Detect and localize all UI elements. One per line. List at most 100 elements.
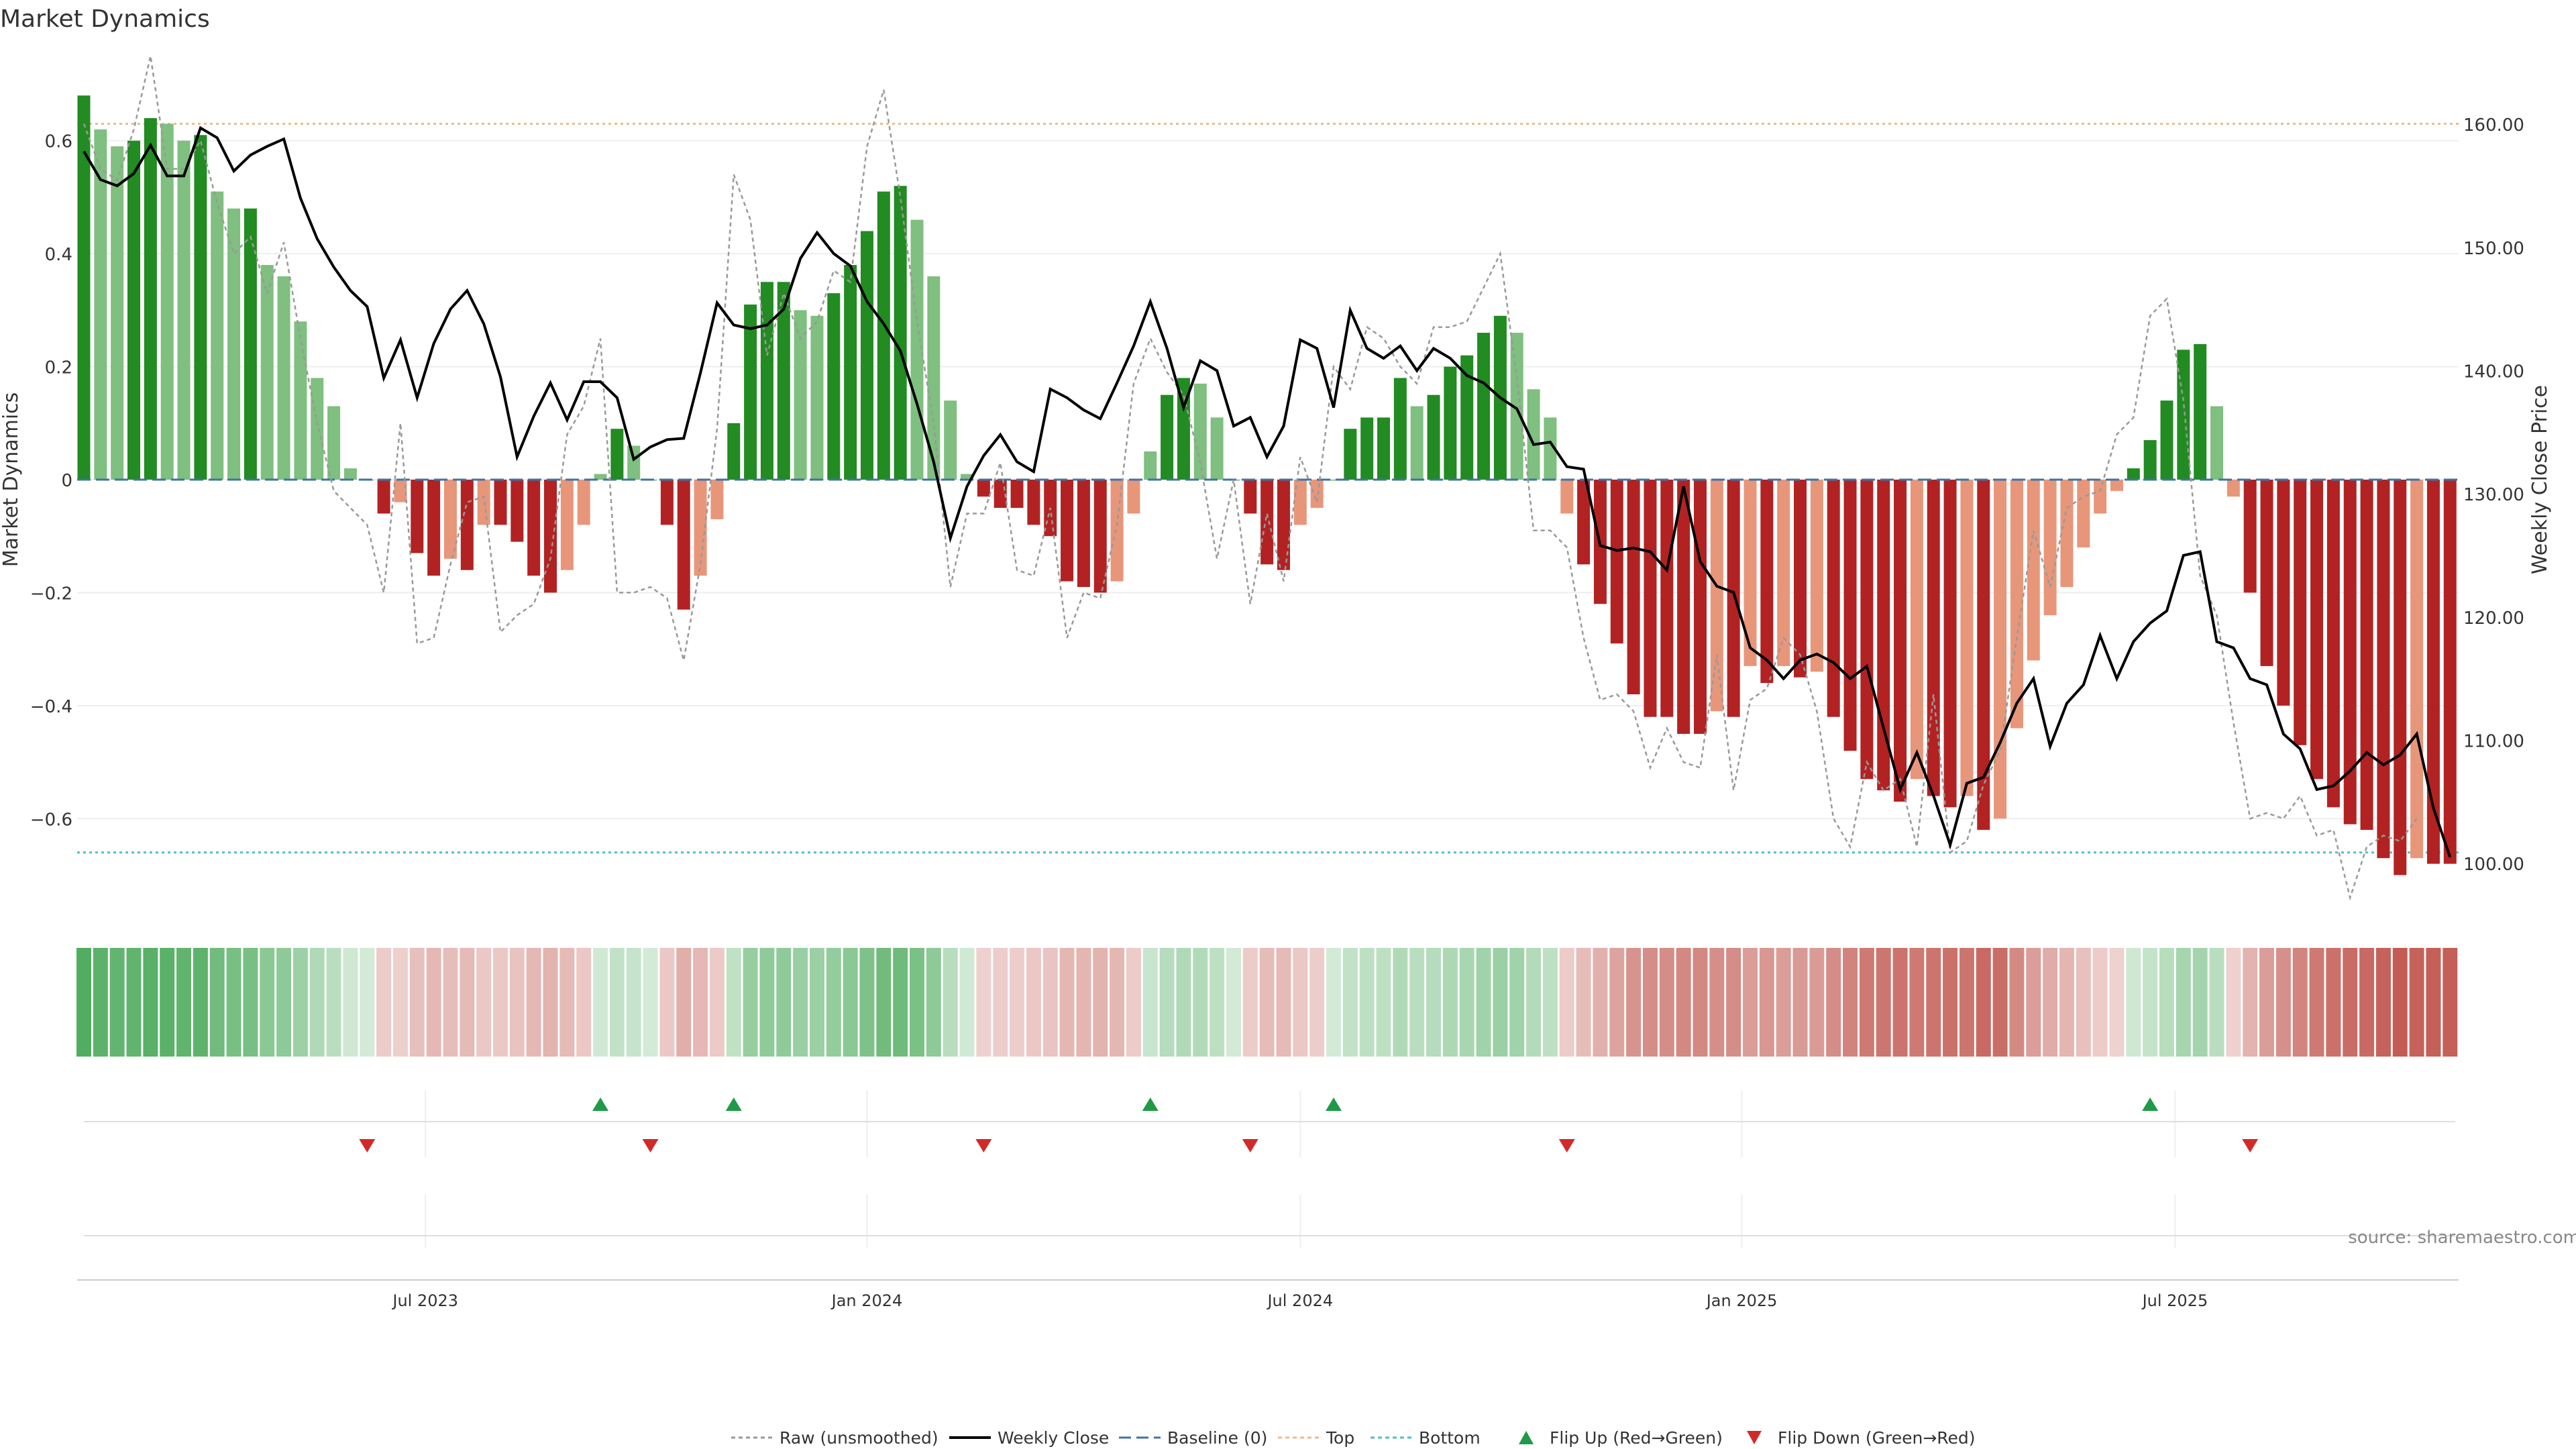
heat-cell <box>109 948 125 1057</box>
bar <box>227 208 241 480</box>
bar <box>1760 480 1774 684</box>
heat-cell <box>2359 948 2375 1057</box>
bar <box>443 480 457 559</box>
chart-title: Market Dynamics <box>0 5 210 33</box>
heat-cell <box>559 948 575 1057</box>
bar <box>1994 480 2007 819</box>
bar <box>1260 480 1274 565</box>
flip-panel-grid <box>425 1090 2176 1248</box>
heat-cell <box>1943 948 1958 1057</box>
heat-cell <box>476 948 492 1057</box>
bar <box>1377 417 1391 480</box>
heat-cell <box>776 948 792 1057</box>
bar <box>994 480 1007 508</box>
flip-down-marker <box>2242 1139 2259 1152</box>
bar <box>1810 480 1823 672</box>
bar <box>1794 480 1807 678</box>
bar <box>111 146 124 480</box>
heat-cell <box>226 948 241 1057</box>
bar <box>94 129 107 480</box>
heat-cell <box>2243 948 2258 1057</box>
heat-cell <box>1076 948 1091 1057</box>
bar <box>594 474 607 480</box>
bar <box>1244 480 1257 514</box>
heat-cell <box>809 948 824 1057</box>
heat-cell <box>1242 948 1258 1057</box>
legend-item: Flip Down (Green→Red) <box>1747 1428 1976 1448</box>
heat-cell <box>1759 948 1774 1057</box>
heat-cell <box>1509 948 1525 1057</box>
heat-cell <box>1826 948 1841 1057</box>
bar <box>977 480 990 497</box>
heat-cell <box>1093 948 1108 1057</box>
source-label: source: sharemaestro.com <box>2348 1228 2576 1248</box>
bar <box>1077 480 1090 587</box>
bar <box>1477 333 1491 480</box>
heat-cell <box>2343 948 2358 1057</box>
bar <box>2027 480 2040 661</box>
bar <box>343 468 357 480</box>
flip-up-marker <box>592 1097 609 1111</box>
heat-cell <box>93 948 108 1057</box>
heat-cell <box>1110 948 1125 1057</box>
bar <box>1910 480 1923 780</box>
heat-cell <box>376 948 392 1057</box>
heat-cell <box>893 948 908 1057</box>
bar <box>1110 480 1124 582</box>
heat-cell <box>1193 948 1208 1057</box>
heat-cell <box>543 948 558 1057</box>
heat-cell <box>2275 948 2291 1057</box>
heat-cell <box>1259 948 1275 1057</box>
bar <box>144 118 157 480</box>
bar <box>744 304 757 480</box>
bar <box>677 480 690 610</box>
heat-cell <box>626 948 641 1057</box>
heat-cell <box>1926 948 1941 1057</box>
bar <box>1410 406 1424 480</box>
heat-cell <box>1426 948 1442 1057</box>
heat-cell <box>726 948 741 1057</box>
heat-cell <box>2126 948 2141 1057</box>
heat-cell <box>343 948 358 1057</box>
weekly-close-line <box>83 125 2452 858</box>
heat-cell <box>1059 948 1075 1057</box>
bar <box>411 480 424 553</box>
bar <box>1777 480 1790 666</box>
legend-item: Baseline (0) <box>1119 1428 1267 1448</box>
legend-flip-up-icon <box>1519 1431 1534 1444</box>
heat-cell <box>2092 948 2108 1057</box>
bar <box>177 140 191 480</box>
heat-cell <box>676 948 692 1057</box>
heat-cell <box>1726 948 1741 1057</box>
heat-cell <box>1126 948 1141 1057</box>
bar <box>527 480 541 576</box>
heat-cell <box>2426 948 2441 1057</box>
heat-cell <box>993 948 1008 1057</box>
heat-cell <box>276 948 292 1057</box>
flip-down-marker <box>359 1139 376 1152</box>
heat-cell <box>943 948 958 1057</box>
heat-cell <box>460 948 475 1057</box>
bar <box>2343 480 2357 824</box>
legend-label: Flip Up (Red→Green) <box>1550 1428 1723 1448</box>
heat-cell <box>209 948 225 1057</box>
heat-cell <box>292 948 308 1057</box>
bar <box>244 208 257 480</box>
heat-cell <box>2375 948 2391 1057</box>
heat-cell <box>360 948 375 1057</box>
x-tick-label: Jan 2025 <box>1705 1291 1778 1310</box>
heat-cell <box>1142 948 1158 1057</box>
bar <box>627 445 641 480</box>
bar <box>511 480 524 542</box>
heat-cell <box>392 948 408 1057</box>
heat-cell <box>260 948 275 1057</box>
legend-label: Bottom <box>1419 1428 1481 1448</box>
bar <box>1210 417 1224 480</box>
legend-label: Baseline (0) <box>1167 1428 1267 1448</box>
bar <box>260 265 274 480</box>
bar <box>2010 480 2023 729</box>
heat-cell <box>843 948 858 1057</box>
bar <box>1427 394 1440 480</box>
bar <box>2260 480 2273 666</box>
heat-cell <box>1476 948 1491 1057</box>
